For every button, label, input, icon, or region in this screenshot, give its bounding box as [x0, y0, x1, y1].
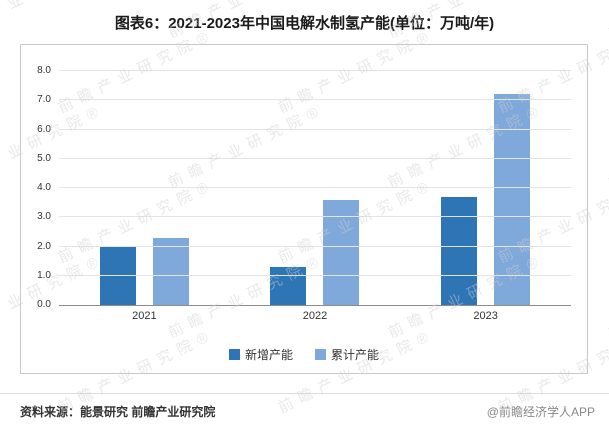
bar: [323, 199, 360, 305]
plot-area: 2021 2022 2023: [59, 70, 571, 322]
y-axis-tick-label: 1.0: [37, 269, 51, 281]
y-axis-tick-label: 6.0: [37, 123, 51, 135]
app-credit: @前瞻经济学人APP: [486, 405, 595, 419]
gridline: [59, 99, 571, 101]
bar-group: 2023: [441, 71, 531, 322]
bar: [441, 196, 478, 305]
y-axis-tick-label: 7.0: [37, 94, 51, 106]
chart-title: 图表6：2021-2023年中国电解水制氢产能(单位：万吨/年): [114, 15, 495, 32]
y-axis-tick-label: 2.0: [37, 240, 51, 252]
gridline: [59, 245, 571, 247]
legend: 新增产能 累计产能: [21, 346, 587, 363]
bar: [99, 246, 136, 305]
legend-swatch: [315, 349, 326, 360]
gridline: [59, 128, 571, 130]
gridline: [59, 157, 571, 159]
legend-label: 新增产能: [244, 348, 293, 362]
legend-item: 累计产能: [315, 346, 379, 363]
y-axis: 0.0 1.0 2.0 3.0 4.0 5.0 6.0 7.0 8.0: [21, 66, 57, 310]
bar-group: 2021: [99, 71, 189, 322]
watermark-text: 前瞻产业研究院®: [605, 251, 609, 342]
chart-frame: 0.0 1.0 2.0 3.0 4.0 5.0 6.0 7.0 8.0 2021 2022 2023…: [20, 44, 588, 374]
legend-label: 累计产能: [331, 348, 380, 362]
footer: 资料来源：能景研究 前瞻产业研究院 @前瞻经济学人APP: [0, 393, 609, 433]
gridline: [59, 274, 571, 276]
legend-swatch: [228, 349, 240, 360]
source-note: 资料来源：能景研究 前瞻产业研究院: [20, 405, 216, 419]
gridline: [59, 187, 571, 188]
y-axis-tick-label: 0.0: [37, 299, 51, 310]
x-axis-label: 2022: [302, 310, 328, 322]
gridline: [59, 216, 571, 218]
x-axis-label: 2021: [132, 310, 157, 322]
watermark-text: 前瞻产业研究院®: [605, 101, 609, 192]
bar-group: 2022: [270, 71, 360, 322]
y-axis-tick-label: 5.0: [37, 152, 51, 164]
gridline: [59, 70, 571, 71]
y-axis-tick-label: 8.0: [37, 65, 51, 76]
y-axis-tick-label: 3.0: [37, 211, 51, 223]
bar-groups: 2021 2022 2023: [59, 71, 571, 322]
bar: [494, 94, 531, 305]
legend-item: 新增产能: [228, 346, 293, 363]
x-axis-label: 2023: [473, 310, 498, 322]
bar: [152, 237, 189, 305]
bar: [270, 266, 307, 305]
y-axis-tick-label: 4.0: [37, 182, 51, 193]
